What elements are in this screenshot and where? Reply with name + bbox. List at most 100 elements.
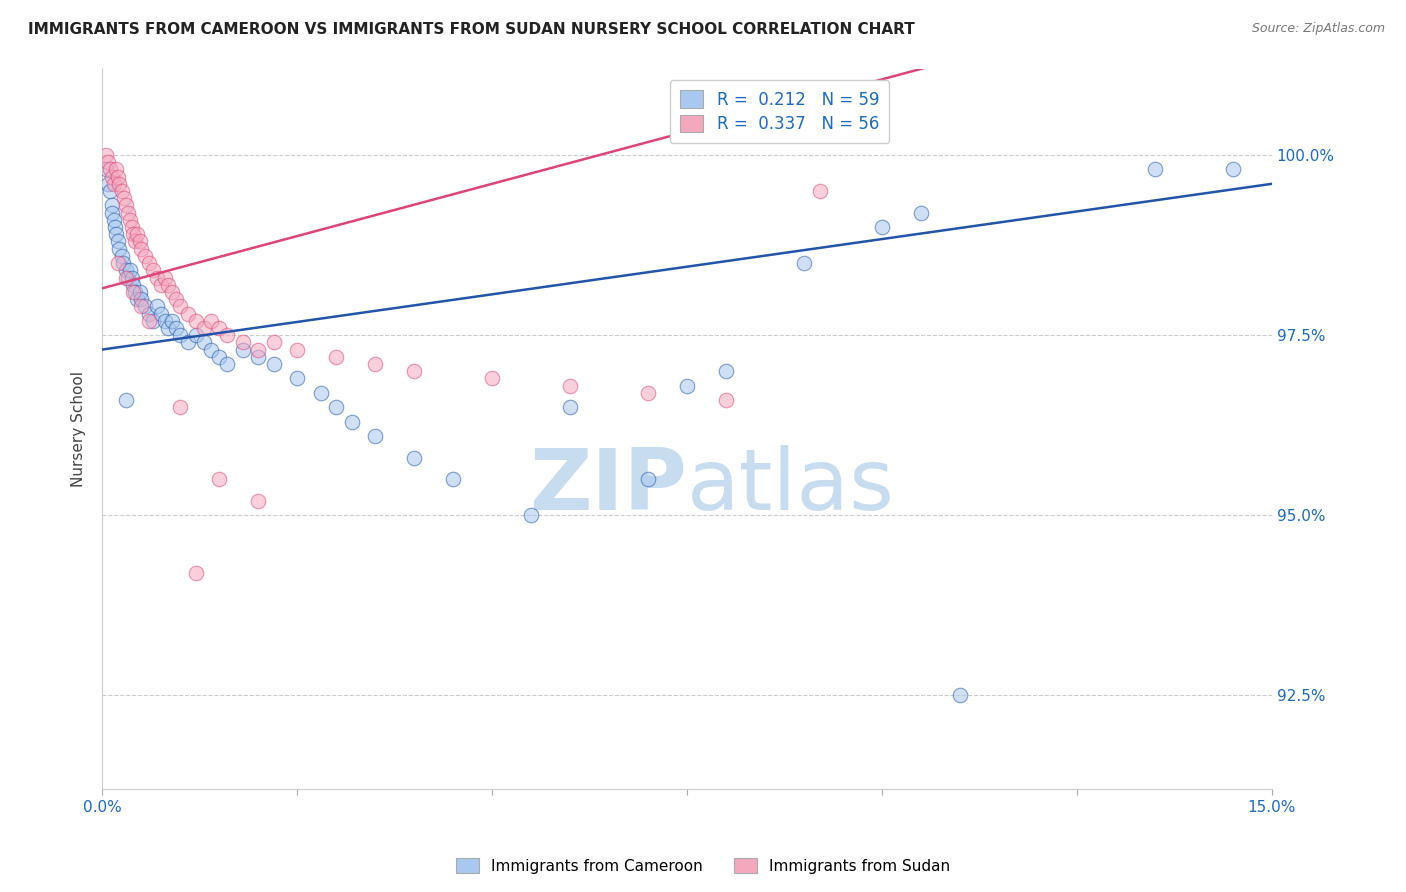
Point	[208, 472, 231, 486]
Point	[128, 285, 150, 299]
Point	[122, 285, 145, 299]
Point	[112, 256, 135, 270]
Point	[107, 256, 129, 270]
Legend: Immigrants from Cameroon, Immigrants from Sudan: Immigrants from Cameroon, Immigrants fro…	[450, 852, 956, 880]
Point	[184, 566, 207, 580]
Point	[117, 270, 139, 285]
Point	[247, 350, 270, 364]
Point	[142, 263, 165, 277]
Point	[364, 357, 387, 371]
Point	[169, 328, 191, 343]
Point	[558, 378, 581, 392]
Point	[127, 227, 149, 242]
Point	[177, 306, 200, 320]
Point	[676, 378, 699, 392]
Point	[146, 270, 169, 285]
Point	[97, 177, 120, 191]
Point	[142, 314, 165, 328]
Point	[808, 184, 831, 198]
Point	[1222, 162, 1244, 177]
Point	[149, 277, 172, 292]
Point	[263, 335, 285, 350]
Point	[134, 299, 156, 313]
Point	[114, 198, 136, 212]
Point	[111, 249, 134, 263]
Point	[714, 392, 737, 407]
Point	[162, 285, 184, 299]
Point	[94, 162, 117, 177]
Point	[558, 401, 581, 415]
Point	[129, 242, 152, 256]
Point	[200, 343, 222, 357]
Text: Source: ZipAtlas.com: Source: ZipAtlas.com	[1251, 22, 1385, 36]
Point	[104, 220, 127, 235]
Point	[184, 314, 207, 328]
Point	[94, 148, 117, 162]
Point	[325, 350, 347, 364]
Point	[364, 429, 387, 443]
Point	[134, 249, 156, 263]
Point	[114, 263, 136, 277]
Point	[107, 169, 129, 184]
Point	[146, 299, 169, 313]
Point	[208, 350, 231, 364]
Point	[285, 371, 308, 385]
Point	[165, 292, 187, 306]
Point	[100, 169, 122, 184]
Point	[138, 306, 160, 320]
Point	[112, 191, 135, 205]
Point	[247, 494, 270, 508]
Point	[129, 299, 152, 313]
Point	[520, 508, 543, 523]
Point	[208, 321, 231, 335]
Point	[103, 177, 125, 191]
Point	[637, 472, 659, 486]
Point	[124, 235, 146, 249]
Point	[105, 227, 128, 242]
Point	[97, 155, 120, 169]
Point	[114, 392, 136, 407]
Point	[124, 285, 146, 299]
Point	[285, 343, 308, 357]
Point	[193, 321, 215, 335]
Point	[165, 321, 187, 335]
Point	[98, 184, 121, 198]
Point	[949, 689, 972, 703]
Point	[200, 314, 222, 328]
Text: IMMIGRANTS FROM CAMEROON VS IMMIGRANTS FROM SUDAN NURSERY SCHOOL CORRELATION CHA: IMMIGRANTS FROM CAMEROON VS IMMIGRANTS F…	[28, 22, 915, 37]
Point	[232, 343, 254, 357]
Point	[247, 343, 270, 357]
Point	[157, 277, 180, 292]
Legend: R =  0.212   N = 59, R =  0.337   N = 56: R = 0.212 N = 59, R = 0.337 N = 56	[671, 80, 889, 144]
Point	[441, 472, 464, 486]
Y-axis label: Nursery School: Nursery School	[72, 371, 86, 487]
Point	[121, 270, 143, 285]
Point	[481, 371, 503, 385]
Point	[404, 364, 426, 378]
Point	[263, 357, 285, 371]
Text: ZIP: ZIP	[529, 445, 688, 528]
Point	[184, 328, 207, 343]
Point	[404, 450, 426, 465]
Point	[325, 401, 347, 415]
Point	[340, 415, 363, 429]
Point	[108, 242, 131, 256]
Point	[149, 306, 172, 320]
Point	[127, 292, 149, 306]
Point	[177, 335, 200, 350]
Point	[122, 277, 145, 292]
Point	[215, 357, 238, 371]
Point	[1143, 162, 1166, 177]
Point	[215, 328, 238, 343]
Point	[169, 401, 191, 415]
Point	[117, 205, 139, 219]
Point	[128, 235, 150, 249]
Point	[138, 314, 160, 328]
Point	[103, 212, 125, 227]
Point	[98, 162, 121, 177]
Point	[122, 227, 145, 242]
Point	[793, 256, 815, 270]
Point	[910, 205, 932, 219]
Point	[162, 314, 184, 328]
Point	[870, 220, 893, 235]
